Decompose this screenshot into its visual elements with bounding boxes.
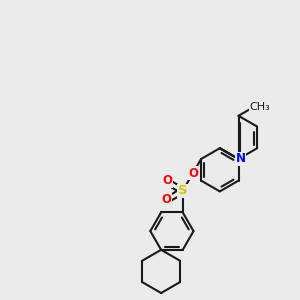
Text: S: S	[178, 184, 188, 197]
Text: CH₃: CH₃	[249, 102, 270, 112]
Text: N: N	[236, 152, 246, 166]
Text: O: O	[161, 193, 171, 206]
Text: O: O	[188, 167, 198, 180]
Text: O: O	[163, 174, 173, 187]
